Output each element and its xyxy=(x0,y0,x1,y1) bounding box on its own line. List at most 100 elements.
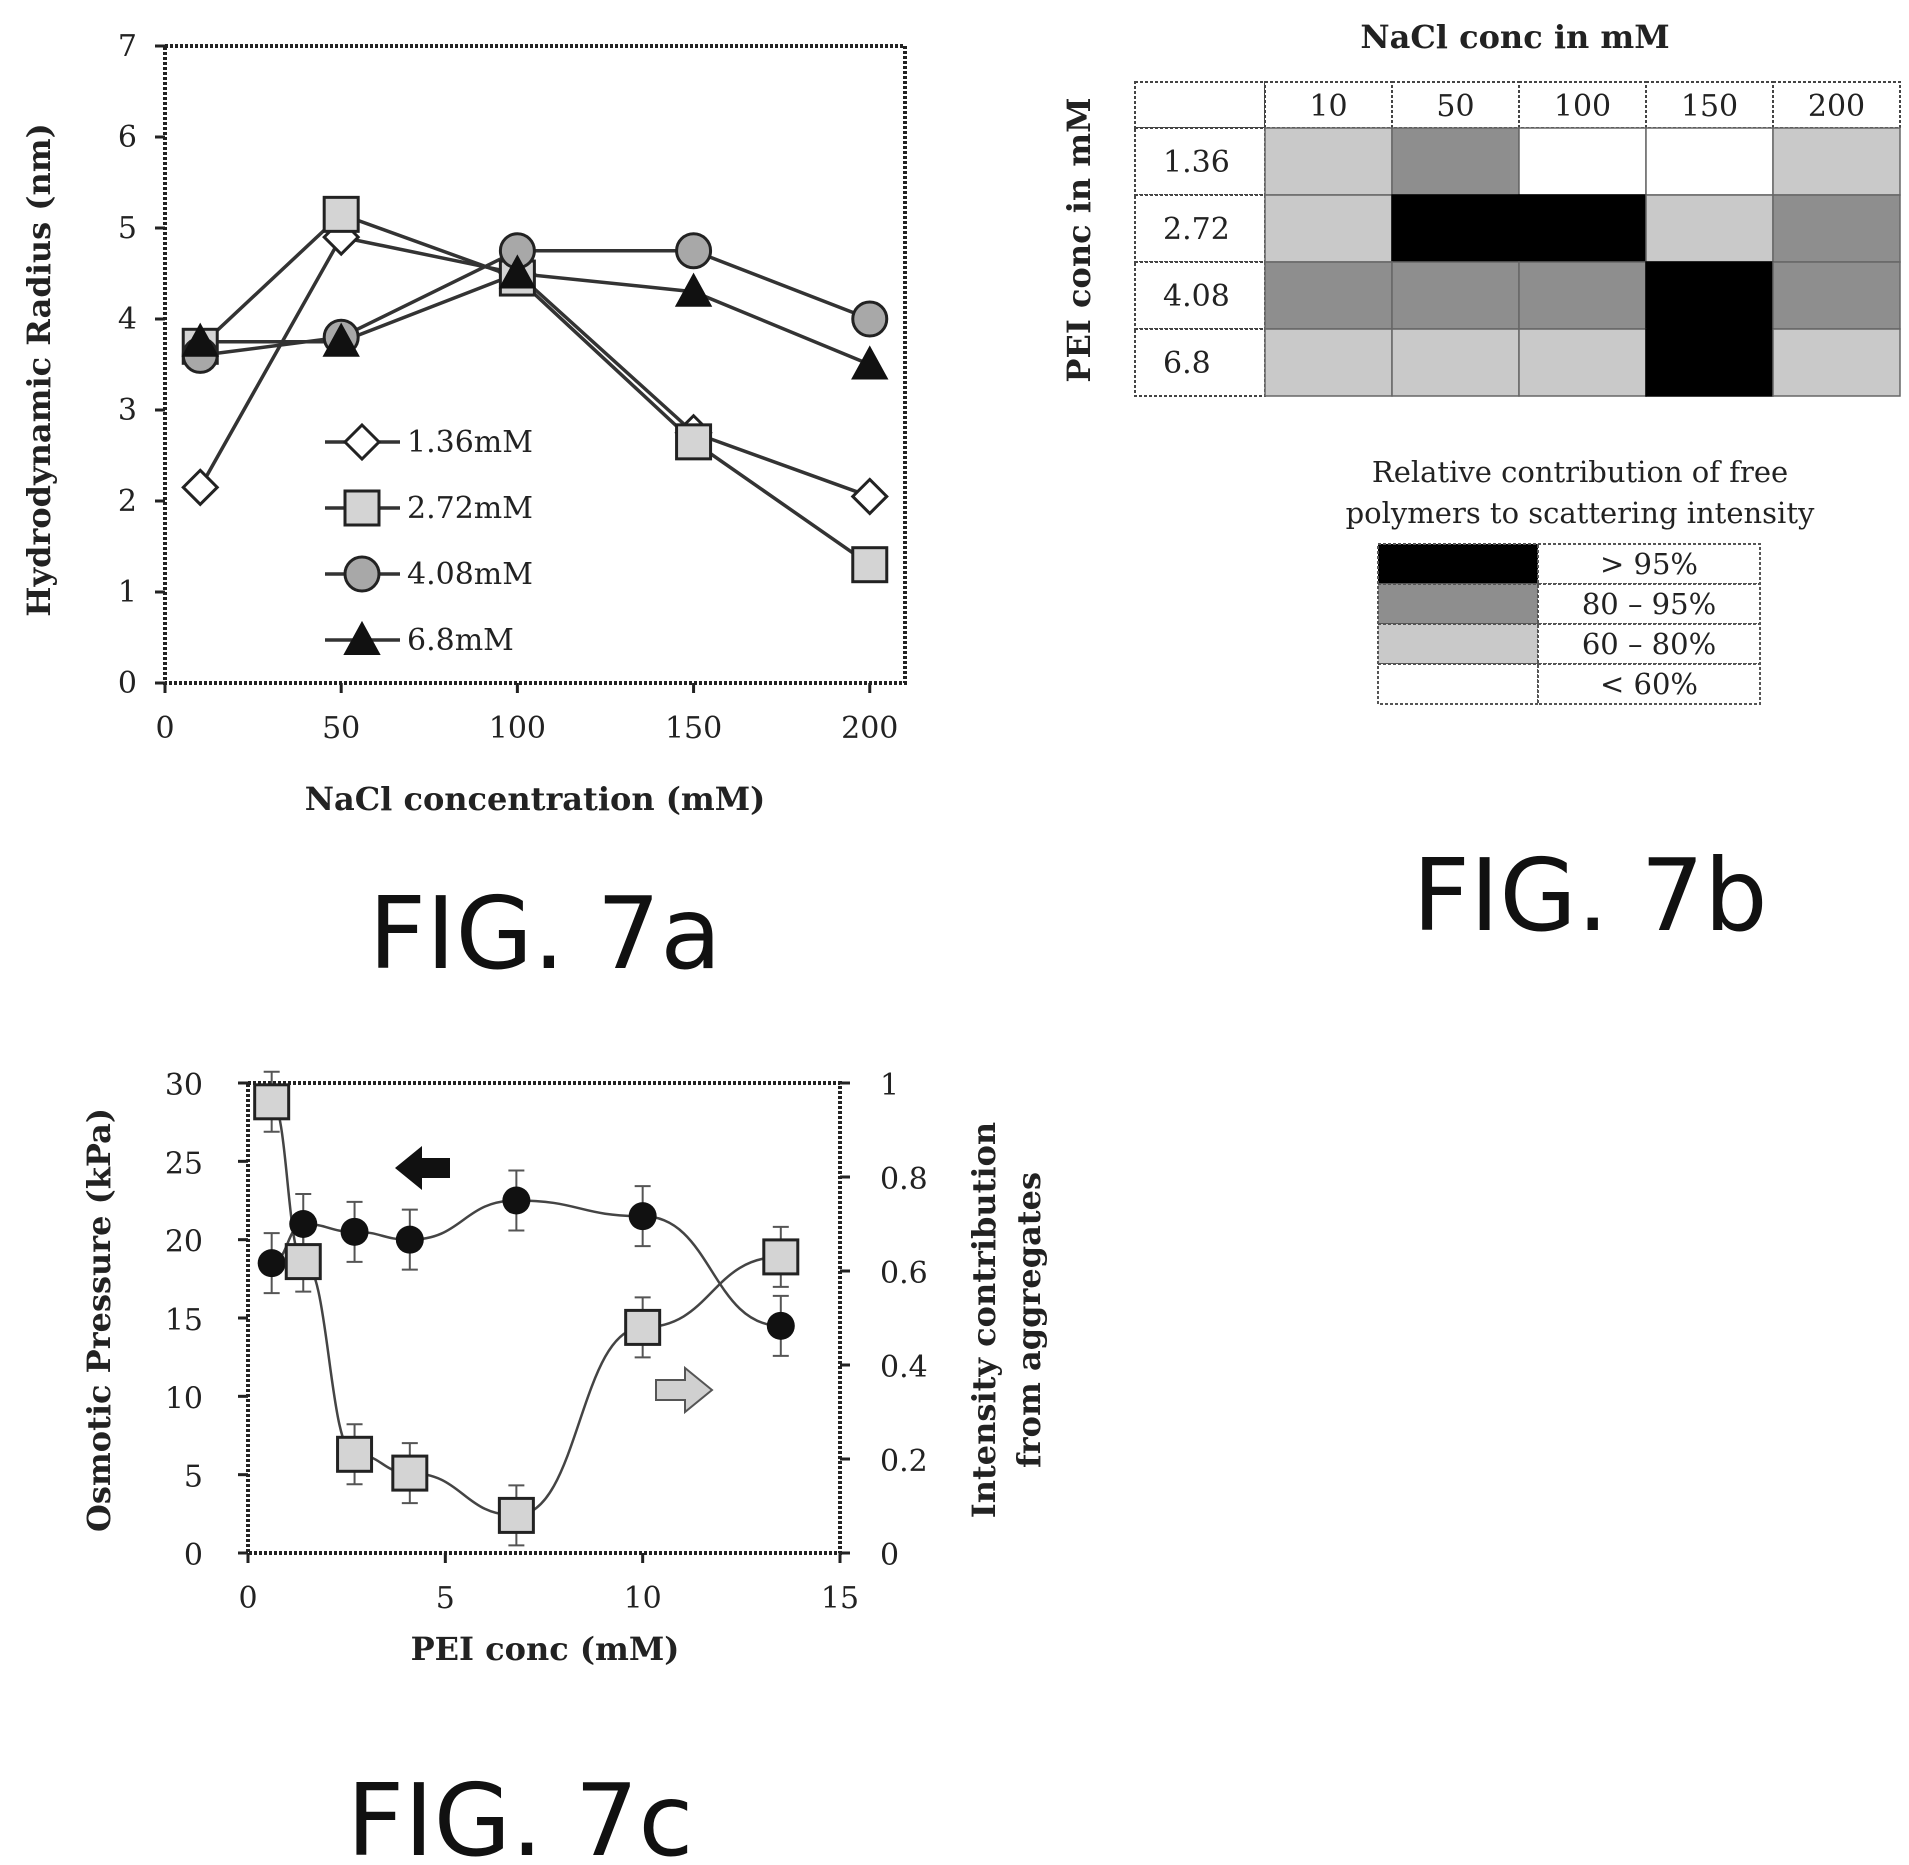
fig7a-y-tick-label: 5 xyxy=(118,211,137,246)
fig7a-y-tick-label: 6 xyxy=(118,120,137,155)
fig7c-data-point xyxy=(284,1243,322,1281)
fig7b-legend-swatch xyxy=(1377,543,1539,585)
fig7c-x-tick-label: 10 xyxy=(624,1581,662,1616)
fig7c-y-tick-label: 5 xyxy=(184,1460,203,1495)
fig7a-data-point xyxy=(851,300,889,338)
fig7c-y-tick-label: 15 xyxy=(165,1303,203,1338)
fig7c-y-tick-label: 25 xyxy=(165,1146,203,1181)
fig7c-x-axis-label: PEI conc (mM) xyxy=(411,1630,680,1668)
fig7a-legend-marker xyxy=(342,422,382,462)
fig7a-legend-marker xyxy=(343,620,381,655)
fig7c-data-point xyxy=(497,1496,535,1534)
fig7b-heatmap-cell xyxy=(1772,194,1901,263)
fig7c-data-point xyxy=(628,1202,657,1231)
fig7a-caption: FIG. 7a xyxy=(369,875,722,992)
fig7a-legend-marker xyxy=(343,489,381,527)
fig7c-data-point xyxy=(289,1210,318,1238)
fig7c-y2-axis-label-1: Intensity contribution xyxy=(965,1122,1003,1518)
fig7b-y-axis-label: PEI conc in mM xyxy=(1060,97,1098,382)
fig7b-legend-label: 60 – 80% xyxy=(1582,627,1716,661)
fig7b-row-header: 6.8 xyxy=(1163,346,1211,381)
fig7b-heatmap-cell xyxy=(1645,261,1774,330)
fig7b-heatmap-cell xyxy=(1264,127,1393,196)
fig7a-x-tick-label: 100 xyxy=(489,711,546,746)
fig7b-heatmap-cell xyxy=(1772,328,1901,397)
fig7c-x-tick-label: 0 xyxy=(238,1581,257,1616)
fig7a-y-tick-label: 3 xyxy=(118,393,137,428)
fig7b-heatmap-cell xyxy=(1645,127,1774,196)
fig7a-data-point xyxy=(181,468,220,507)
fig7b-heatmap-cell xyxy=(1391,328,1520,397)
fig7a-y-tick-label: 7 xyxy=(118,29,137,64)
fig7b-legend-swatch xyxy=(1377,583,1539,625)
fig7a-chart: 0 1 2 3 4 5 6 7 0 50 100 150 200 1.36mM 2.72mM 4.08mM 6… xyxy=(20,29,907,818)
fig7a-data-point xyxy=(674,272,713,307)
fig7b-caption: FIG. 7b xyxy=(1412,837,1767,954)
fig7a-data-point xyxy=(850,477,889,516)
fig7a-legend-label: 4.08mM xyxy=(407,557,533,592)
fig7c-data-point xyxy=(766,1311,795,1340)
fig7b-heatmap-cell xyxy=(1518,261,1647,330)
fig7b-corner-cell xyxy=(1134,81,1266,129)
fig7b-row-header-cell xyxy=(1134,127,1266,196)
fig7c-y2-tick-label: 0.4 xyxy=(880,1350,928,1385)
right-axis-arrow-icon xyxy=(655,1365,714,1415)
fig7a-data-point xyxy=(851,546,889,584)
fig7c-y-tick-label: 30 xyxy=(165,1068,203,1103)
fig7b-row-header-cell xyxy=(1134,261,1266,330)
fig7b-column-header: 10 xyxy=(1309,89,1347,124)
fig7c-y-tick-label: 0 xyxy=(184,1538,203,1573)
fig7a-data-point xyxy=(851,345,889,380)
fig7b-column-header: 200 xyxy=(1808,89,1865,124)
fig7c-data-point xyxy=(624,1308,662,1346)
fig7a-y-tick-label: 2 xyxy=(118,484,137,519)
fig7a-legend-label: 6.8mM xyxy=(407,623,514,658)
fig7c-data-point xyxy=(340,1217,369,1246)
fig7c-caption: FIG. 7c xyxy=(347,1762,694,1865)
fig7c-plot-frame xyxy=(246,1081,842,1555)
fig7c-x-tick-label: 15 xyxy=(821,1581,859,1616)
fig7b-heatmap-cell xyxy=(1645,194,1774,263)
fig7b-legend-swatch xyxy=(1377,623,1539,665)
fig7b-heatmap-cell xyxy=(1264,194,1393,263)
fig7b-legend-label: < 60% xyxy=(1600,667,1698,701)
fig7c-y2-axis-label-2: from aggregates xyxy=(1010,1172,1048,1468)
fig7b-heatmap-cell xyxy=(1772,261,1901,330)
fig7b-legend-label: 80 – 95% xyxy=(1582,587,1716,621)
fig7a-data-point xyxy=(181,322,219,357)
fig7a-legend-label: 1.36mM xyxy=(407,425,533,460)
fig7b-row-header: 2.72 xyxy=(1163,212,1230,247)
fig7c-y2-tick-label: 0.6 xyxy=(880,1256,928,1291)
fig7c-data-point xyxy=(257,1249,286,1278)
fig7b-heatmap-cell xyxy=(1391,261,1520,330)
fig7b-legend-text-cell xyxy=(1537,663,1761,705)
fig7b-heatmap: NaCl conc in mM PEI conc in mM 10 50 100 15… xyxy=(1060,18,1901,705)
fig7c-data-point xyxy=(253,1083,291,1121)
fig7c-y2-tick-label: 0.2 xyxy=(880,1444,928,1479)
fig7b-legend-title-2: polymers to scattering intensity xyxy=(1346,496,1815,530)
fig7c-y-axis-label: Osmotic Pressure (kPa) xyxy=(80,1108,118,1532)
fig7c-y2-tick-label: 1 xyxy=(880,1068,899,1103)
fig7b-heatmap-cell xyxy=(1518,328,1647,397)
fig7b-column-header-cell xyxy=(1518,81,1647,129)
fig7b-heatmap-cell xyxy=(1391,194,1520,263)
fig7a-data-point xyxy=(498,254,537,289)
fig7c-y-tick-label: 10 xyxy=(165,1381,203,1416)
fig7b-legend-text-cell xyxy=(1537,543,1761,585)
fig7c-y-tick-label: 20 xyxy=(165,1225,203,1260)
fig7b-row-header: 1.36 xyxy=(1163,145,1230,180)
fig7c-x-tick-label: 5 xyxy=(436,1581,455,1616)
fig7c-y2-tick-label: 0.8 xyxy=(880,1162,928,1197)
fig7a-data-point xyxy=(322,322,360,357)
fig7b-legend-title-1: Relative contribution of free xyxy=(1372,455,1788,489)
fig7a-data-point xyxy=(322,195,360,233)
fig7b-legend-swatch xyxy=(1377,663,1539,705)
fig7c-data-point xyxy=(502,1186,531,1215)
fig7a-x-tick-label: 150 xyxy=(665,711,722,746)
fig7a-x-tick-label: 50 xyxy=(322,711,360,746)
fig7b-column-header-cell xyxy=(1264,81,1393,129)
fig7b-column-header: 100 xyxy=(1554,89,1611,124)
fig7a-y-tick-label: 1 xyxy=(118,575,137,610)
